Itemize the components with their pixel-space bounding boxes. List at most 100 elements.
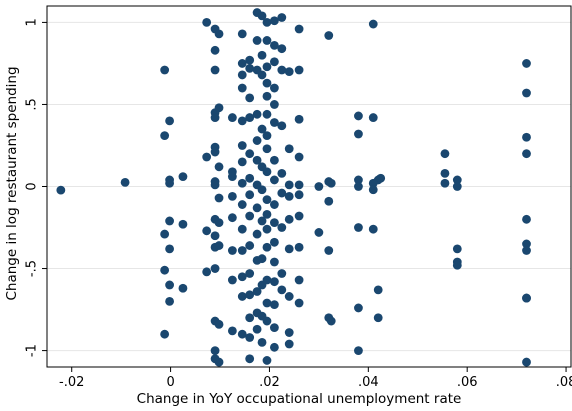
data-point [165,280,174,290]
data-point [314,182,324,191]
x-tick-label: 0 [166,375,174,390]
data-point [522,88,531,98]
data-point [277,44,287,54]
data-point [245,93,255,103]
data-point [522,293,531,303]
data-point [214,241,224,250]
data-point [294,242,304,252]
data-point [245,190,255,200]
data-point [237,178,247,188]
data-point [269,40,279,50]
data-point [262,167,272,177]
y-tick-label: 0 [25,182,40,190]
data-point [214,29,224,39]
data-point [257,124,267,134]
data-point [237,224,247,234]
data-point [284,191,294,201]
data-point [314,228,324,237]
data-point [257,216,267,226]
data-point [202,226,212,236]
data-point [269,83,279,93]
data-point [252,155,262,165]
data-point [452,244,462,254]
data-point [324,196,334,206]
data-point [440,149,450,159]
data-point [324,31,334,40]
data-point [210,147,220,157]
data-point [245,241,255,250]
data-point [237,246,247,255]
data-point [245,333,255,342]
data-point [262,131,272,141]
data-point [269,16,279,26]
data-point [237,200,247,209]
y-tick-label: 1 [25,18,40,26]
data-point [522,149,531,159]
data-point [214,193,224,203]
data-point [269,175,279,185]
data-point [262,18,272,27]
data-point [165,296,174,306]
data-point [452,260,462,270]
data-point [262,209,272,219]
data-point [237,272,247,282]
data-point [284,244,294,254]
data-point [269,323,279,333]
data-point [522,132,531,142]
data-point [277,188,287,198]
data-point [294,114,304,124]
data-point [252,203,262,213]
data-point [210,45,220,55]
data-point [294,180,304,190]
data-point [257,337,267,347]
data-point [245,211,255,221]
data-point [262,36,272,45]
data-point [373,313,383,323]
data-point [245,63,255,73]
data-point [210,264,220,273]
data-point [252,109,262,119]
data-point [269,300,279,310]
data-point [178,219,188,229]
data-point [202,18,212,27]
data-point [214,319,224,329]
data-point [368,185,378,195]
data-point [160,229,170,239]
data-point [262,224,272,234]
data-point [252,36,262,45]
data-point [227,113,237,122]
y-tick-label: -.5 [25,260,40,277]
data-point [354,303,363,313]
data-point [284,144,294,154]
data-point [277,223,287,232]
y-tick-label: -1 [25,344,40,357]
data-point [284,328,294,337]
data-point [252,324,262,334]
data-point [252,229,262,239]
gridlines [47,21,571,352]
data-point [522,357,531,367]
data-point [269,257,279,267]
data-point [262,242,272,252]
data-point [237,141,247,150]
data-point [262,275,272,285]
data-point [245,313,255,323]
data-point [294,65,304,75]
data-point [252,287,262,296]
data-point [237,83,247,93]
data-point [210,231,220,241]
data-point [324,246,334,255]
data-point [368,19,378,29]
data-point [452,182,462,191]
data-point [237,116,247,126]
data-point [284,67,294,77]
data-point [245,113,255,122]
data-point [178,283,188,293]
data-point [368,224,378,234]
data-point [522,239,531,249]
data-point [237,329,247,339]
data-point [160,329,170,339]
data-point [210,113,220,122]
data-point [165,116,174,126]
